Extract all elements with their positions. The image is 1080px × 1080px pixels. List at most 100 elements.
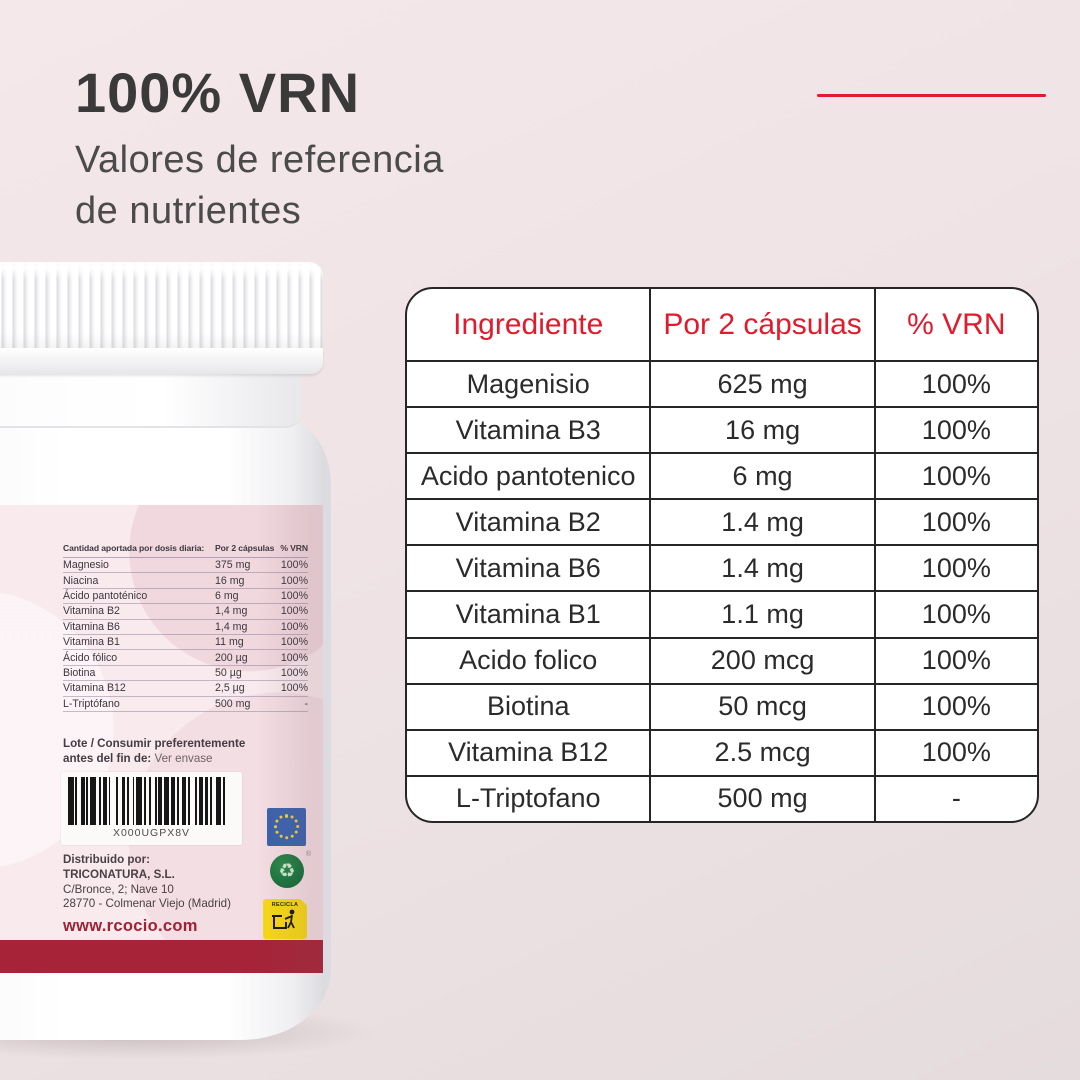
label-facts-cell: Ácido pantoténico [63, 589, 148, 602]
nutrient-table-row: Acido pantotenico 6 mg 100% [407, 454, 1037, 501]
nutrient-table-cell: Acido folico [407, 638, 652, 683]
barcode: X000UGPX8V [61, 772, 242, 845]
distributor-info: Distribuido por: TRICONATURA, S.L. C/Bro… [63, 853, 231, 912]
nutrient-table-cell: 50 mcg [651, 684, 876, 729]
recicla-badge-icon: RECICLA [263, 899, 307, 939]
nutrient-table-row: Vitamina B6 1.4 mg 100% [407, 546, 1037, 593]
label-facts-cell: 100% [280, 559, 308, 572]
label-facts-cell: 50 µg [215, 666, 242, 679]
nutrient-table-cell: 2.5 mcg [651, 730, 876, 775]
label-facts-cell: 1,4 mg [215, 605, 248, 618]
nutrient-table-cell: Vitamina B1 [407, 592, 652, 637]
label-facts-row: Ácido pantoténico 6 mg 100% [63, 589, 308, 605]
label-facts-cell: Vitamina B6 [63, 620, 120, 633]
nutrient-table-cell: 16 mg [651, 408, 876, 453]
subtitle-line: de nutrientes [75, 190, 302, 232]
distributor-line: TRICONATURA, S.L. [63, 867, 175, 881]
distributor-line: 28770 - Colmenar Viejo (Madrid) [63, 897, 231, 911]
label-facts-cell: Magnesio [63, 559, 109, 572]
label-facts-cell: 1,4 mg [215, 620, 248, 633]
nutrient-table-cell: 100% [921, 691, 991, 722]
label-facts-cell: Ácido fólico [63, 651, 118, 664]
website-url: www.rcocio.com [63, 917, 198, 935]
nutrient-table-cell: 100% [921, 368, 991, 399]
label-facts-row: Vitamina B12 2,5 µg 100% [63, 681, 308, 697]
label-facts-cell: 6 mg [215, 589, 239, 602]
label-facts-cell: 100% [280, 620, 308, 633]
label-facts-cell: 16 mg [215, 574, 245, 587]
label-facts-row: Vitamina B2 1,4 mg 100% [63, 604, 308, 620]
label-facts-row: Ácido fólico 200 µg 100% [63, 650, 308, 666]
nutrient-table-header: Ingrediente Por 2 cápsulas % VRN [407, 289, 1037, 362]
nutrient-table-cell: Vitamina B12 [407, 730, 652, 775]
nutrient-table-cell: Vitamina B6 [407, 546, 652, 591]
label-facts-cell: Biotina [63, 666, 96, 679]
bottle-neck [0, 372, 302, 428]
column-header: % VRN [907, 307, 1006, 341]
nutrient-table-cell: 100% [921, 599, 991, 630]
distributor-line: C/Bronce, 2; Nave 10 [63, 882, 174, 896]
nutrient-table-row: Biotina 50 mcg 100% [407, 684, 1037, 731]
label-facts-cell: Vitamina B1 [63, 636, 120, 649]
distributor-line: Distribuido por: [63, 853, 150, 866]
nutrient-table-cell: 100% [921, 460, 991, 491]
label-facts-header-cell: Por 2 cápsulas [215, 543, 275, 553]
lot-info-line: antes del fin de: Ver envase [63, 751, 245, 766]
nutrient-table-row: L-Triptofano 500 mg - [407, 776, 1037, 821]
label-facts-cell: 100% [280, 574, 308, 587]
label-facts-row: L-Triptófano 500 mg - [63, 697, 308, 712]
column-header: Ingrediente [407, 289, 652, 360]
nutrient-table-cell: Vitamina B3 [407, 408, 652, 453]
recicla-badge-label: RECICLA [271, 902, 299, 908]
lot-info-value: Ver envase [154, 752, 213, 765]
nutrient-table-row: Vitamina B2 1.4 mg 100% [407, 500, 1037, 547]
nutrient-table-cell: Acido pantotenico [407, 454, 652, 499]
bottle-cap [0, 262, 323, 350]
label-facts-row: Vitamina B1 11 mg 100% [63, 635, 308, 651]
nutrient-table-cell: L-Triptofano [407, 776, 652, 821]
nutrient-table-cell: - [951, 783, 961, 814]
nutrient-table-row: Vitamina B1 1.1 mg 100% [407, 592, 1037, 639]
label-facts-header: Cantidad aportada por dosis diaria: Por … [63, 543, 308, 558]
page-subtitle: Valores de referencia de nutrientes [75, 135, 444, 237]
label-facts-cell: 200 µg [215, 651, 248, 664]
label-facts-cell: 11 mg [215, 636, 244, 649]
header-block: 100% VRN Valores de referencia de nutrie… [75, 60, 444, 237]
label-bottom-band [0, 940, 323, 973]
nutrient-table-cell: Magenisio [407, 362, 652, 407]
label-facts-cell: 2,5 µg [215, 682, 245, 695]
lot-info: Lote / Consumir preferentemente antes de… [63, 736, 245, 766]
nutrient-table-cell: 1.4 mg [651, 546, 876, 591]
label-facts-cell: 100% [280, 589, 308, 602]
nutrient-table-cell: 100% [921, 645, 991, 676]
label-facts-cell: 100% [280, 636, 308, 649]
label-facts-body: Magnesio 375 mg 100% Niacina 16 mg 100% Ácido … [63, 558, 308, 712]
eu-flag-icon [267, 808, 306, 846]
label-facts-cell: 100% [280, 666, 308, 679]
label-facts-cell: 500 mg [215, 697, 251, 710]
column-header: Por 2 cápsulas [651, 289, 876, 360]
label-facts-header-cell: % VRN [280, 543, 308, 553]
page-title: 100% VRN [75, 61, 361, 124]
barcode-text: X000UGPX8V [112, 827, 191, 839]
nutrient-table-cell: 100% [921, 552, 991, 583]
label-facts-cell: 100% [280, 605, 308, 618]
label-facts-cell: 100% [280, 651, 308, 664]
label-facts-header-cell: Cantidad aportada por dosis diaria: [63, 543, 205, 553]
nutrient-table-cell: Vitamina B2 [407, 500, 652, 545]
label-facts-cell: Vitamina B12 [63, 682, 126, 695]
nutrient-table-cell: 100% [921, 737, 991, 768]
subtitle-line: Valores de referencia [75, 139, 444, 181]
label-facts-cell: 100% [280, 682, 308, 695]
nutrient-table-cell: 100% [921, 414, 991, 445]
bottle-cap-base [0, 348, 323, 374]
nutrient-table-row: Acido folico 200 mcg 100% [407, 638, 1037, 685]
nutrient-table-cell: 200 mcg [651, 638, 876, 683]
nutrient-table-row: Vitamina B3 16 mg 100% [407, 408, 1037, 455]
nutrient-table-row: Vitamina B12 2.5 mcg 100% [407, 730, 1037, 777]
nutrient-table-cell: Biotina [407, 684, 652, 729]
label-facts-cell: - [304, 697, 308, 710]
lot-info-bold: antes del fin de: [63, 752, 152, 765]
nutrient-table-cell: 1.1 mg [651, 592, 876, 637]
